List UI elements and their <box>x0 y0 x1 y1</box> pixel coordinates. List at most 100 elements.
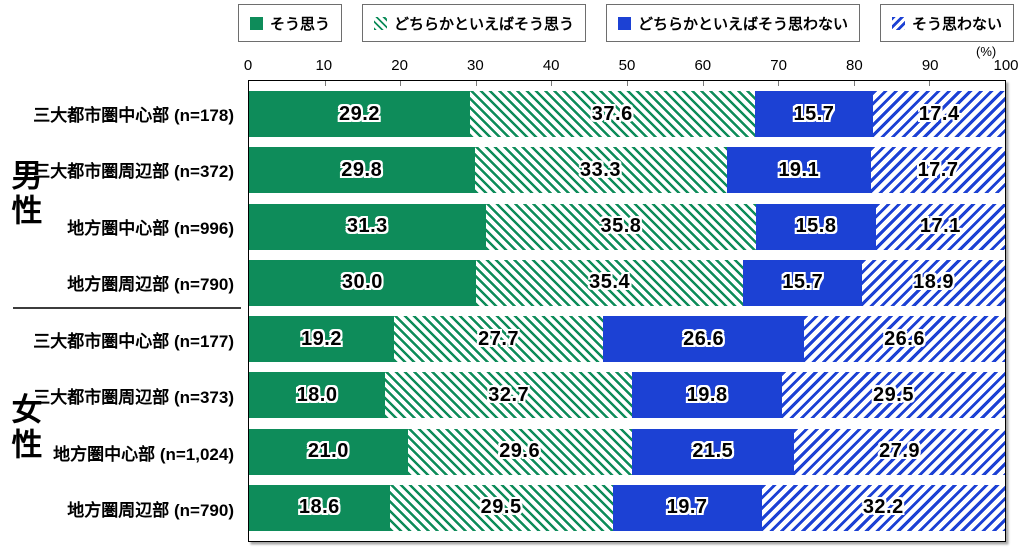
segment-value-label: 26.6 <box>884 327 925 350</box>
segment-value-label: 35.8 <box>600 215 642 238</box>
legend-swatch-icon <box>250 16 263 30</box>
segment-value-label: 15.7 <box>793 102 835 125</box>
bar-segment-1: 33.3 <box>474 147 727 194</box>
segment-value-label: 15.7 <box>782 271 824 294</box>
bar-segment-1: 32.7 <box>385 372 633 419</box>
bar-segment-2: 15.7 <box>754 91 874 138</box>
x-axis-tick-label: 30 <box>467 57 484 74</box>
segment-value-label: 19.7 <box>666 496 708 519</box>
row-label: 三大都市圏周辺部 (n=373) <box>33 388 234 408</box>
bar-row: 31.3 35.8 15.8 17.1 <box>249 203 1005 250</box>
x-axis-tick-label: 50 <box>618 57 636 74</box>
row-label: 地方圏中心部 (n=1,024) <box>53 444 234 464</box>
x-axis-tick-label: 20 <box>391 57 408 74</box>
row-label: 地方圏周辺部 (n=790) <box>67 275 234 295</box>
bar-segment-3: 26.6 <box>804 316 1005 363</box>
segment-value-label: 21.0 <box>307 440 349 463</box>
bar-segment-0: 18.0 <box>249 372 386 419</box>
bar-row: 18.6 29.5 19.7 32.2 <box>249 484 1005 531</box>
bar-segment-3: 18.9 <box>862 259 1005 306</box>
legend-item-0: そう思う <box>238 4 343 42</box>
x-axis-tick-mark <box>702 81 704 86</box>
segment-value-label: 26.6 <box>683 327 725 350</box>
legend-swatch-icon <box>891 16 905 30</box>
legend-item-2: どちらかといえばそう思わない <box>605 4 860 42</box>
plot-area: 29.2 37.6 15.7 17.4 29.8 33.3 19.1 17.7 31.3 35.8… <box>248 80 1006 542</box>
bar-segment-0: 29.8 <box>249 147 475 194</box>
bar-segment-0: 18.6 <box>249 484 390 531</box>
chart-legend: そう思う どちらかといえばそう思う どちらかといえばそう思わない そう思わない <box>238 4 1014 42</box>
bar-segment-1: 37.6 <box>469 91 755 138</box>
segment-value-label: 27.9 <box>879 440 921 463</box>
segment-value-label: 30.0 <box>341 271 383 294</box>
group-separator-line <box>13 307 241 309</box>
segment-value-label: 17.7 <box>917 158 959 181</box>
x-axis-tick-label: 80 <box>846 57 863 74</box>
axis-unit-label: (%) <box>976 44 997 59</box>
bar-segment-3: 17.1 <box>875 203 1005 250</box>
segment-value-label: 35.4 <box>589 271 631 294</box>
segment-value-label: 37.6 <box>591 102 633 125</box>
x-axis-tick-label: 90 <box>921 57 939 74</box>
segment-value-label: 18.9 <box>913 271 955 294</box>
x-axis-tick-label: 40 <box>542 57 560 74</box>
bars-container: 29.2 37.6 15.7 17.4 29.8 33.3 19.1 17.7 31.3 35.8… <box>249 81 1006 541</box>
bar-row: 29.2 37.6 15.7 17.4 <box>249 91 1005 138</box>
segment-value-label: 29.8 <box>341 158 383 181</box>
row-label-column: 三大都市圏中心部 (n=178) 三大都市圏周辺部 (n=372) 地方圏中心部 (… <box>0 80 241 542</box>
x-axis-tick-mark <box>551 81 553 86</box>
bar-segment-2: 19.1 <box>726 147 872 194</box>
segment-value-label: 29.5 <box>873 383 914 406</box>
bar-segment-1: 35.4 <box>475 259 744 306</box>
segment-value-label: 18.0 <box>296 383 338 406</box>
bar-row: 18.0 32.7 19.8 29.5 <box>249 372 1005 419</box>
bar-segment-2: 19.8 <box>632 372 782 419</box>
x-axis-tick-label: 60 <box>694 57 712 74</box>
x-axis-tick-mark <box>778 81 780 86</box>
x-axis-tick-label: 10 <box>315 57 333 74</box>
bar-row: 29.8 33.3 19.1 17.7 <box>249 147 1006 194</box>
group-label-female: 女性 <box>6 393 42 463</box>
segment-value-label: 29.2 <box>339 102 380 125</box>
bar-segment-2: 15.7 <box>743 259 863 306</box>
x-axis: 0 10 20 30 40 50 60 70 80 90 100 <box>244 57 1019 77</box>
bar-segment-3: 27.9 <box>794 428 1006 475</box>
segment-value-label: 32.2 <box>862 496 904 519</box>
segment-value-label: 32.7 <box>488 383 530 406</box>
x-axis-tick-mark <box>400 81 402 86</box>
bar-segment-3: 29.5 <box>781 372 1005 419</box>
bar-segment-2: 15.8 <box>756 203 876 250</box>
legend-label: どちらかといえばそう思う <box>393 15 574 33</box>
row-label: 三大都市圏中心部 (n=178) <box>33 105 234 125</box>
row-label: 地方圏中心部 (n=996) <box>67 218 234 238</box>
segment-value-label: 21.5 <box>692 440 734 463</box>
legend-item-1: どちらかといえばそう思う <box>361 4 586 42</box>
segment-value-label: 19.2 <box>301 327 342 350</box>
segment-value-label: 15.8 <box>795 215 837 238</box>
bar-segment-3: 32.2 <box>761 484 1005 531</box>
segment-value-label: 19.1 <box>778 158 820 181</box>
x-axis-tick-mark <box>929 81 931 86</box>
bar-segment-1: 29.6 <box>407 428 632 475</box>
x-axis-tick-mark <box>853 81 855 86</box>
legend-item-3: そう思わない <box>879 4 1014 42</box>
segment-value-label: 29.5 <box>480 496 522 519</box>
bar-segment-0: 29.2 <box>249 91 470 138</box>
bar-segment-3: 17.7 <box>871 147 1006 194</box>
bar-segment-2: 26.6 <box>603 316 805 363</box>
bar-segment-2: 19.7 <box>612 484 762 531</box>
bar-segment-2: 21.5 <box>631 428 795 475</box>
bar-row: 19.2 27.7 26.6 26.6 <box>249 316 1005 363</box>
legend-swatch-icon <box>373 16 387 30</box>
segment-value-label: 27.7 <box>478 327 520 350</box>
segment-value-label: 19.8 <box>686 383 728 406</box>
segment-value-label: 17.4 <box>918 102 960 125</box>
row-label: 地方圏周辺部 (n=790) <box>67 501 234 520</box>
segment-value-label: 33.3 <box>580 158 621 181</box>
group-label-male: 男性 <box>6 159 42 229</box>
row-label: 三大都市圏中心部 (n=177) <box>33 331 234 351</box>
segment-value-label: 17.1 <box>919 215 961 238</box>
x-axis-tick-mark <box>324 81 326 86</box>
segment-value-label: 31.3 <box>346 215 388 238</box>
